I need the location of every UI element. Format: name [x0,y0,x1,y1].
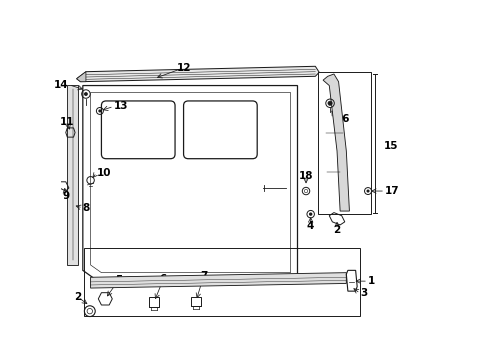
Text: 4: 4 [306,221,314,231]
Circle shape [98,109,101,112]
Text: 1: 1 [367,276,374,286]
Text: 10: 10 [97,167,111,177]
Text: 16: 16 [336,114,350,123]
Text: 14: 14 [54,80,69,90]
Polygon shape [67,85,78,265]
Bar [191,297,200,306]
Polygon shape [77,72,86,82]
Polygon shape [323,74,349,211]
Text: 9: 9 [62,191,69,201]
Text: 5: 5 [115,275,122,285]
Text: 11: 11 [60,117,75,127]
Text: 13: 13 [114,101,128,111]
Text: 3: 3 [360,288,367,298]
Circle shape [327,101,331,105]
Text: 2: 2 [74,292,81,302]
Text: 17: 17 [384,186,399,196]
Circle shape [84,92,88,96]
Circle shape [366,189,369,193]
Bar [149,297,159,307]
Circle shape [308,212,312,216]
Text: 8: 8 [82,203,90,213]
Bar [318,72,370,214]
Text: 7: 7 [200,271,207,281]
Polygon shape [90,273,346,288]
Text: 12: 12 [176,63,190,73]
Polygon shape [77,66,319,82]
Text: 15: 15 [383,141,397,151]
Text: 18: 18 [298,171,313,181]
Text: 6: 6 [160,274,167,284]
Text: 2: 2 [333,225,340,235]
Bar [84,248,360,316]
